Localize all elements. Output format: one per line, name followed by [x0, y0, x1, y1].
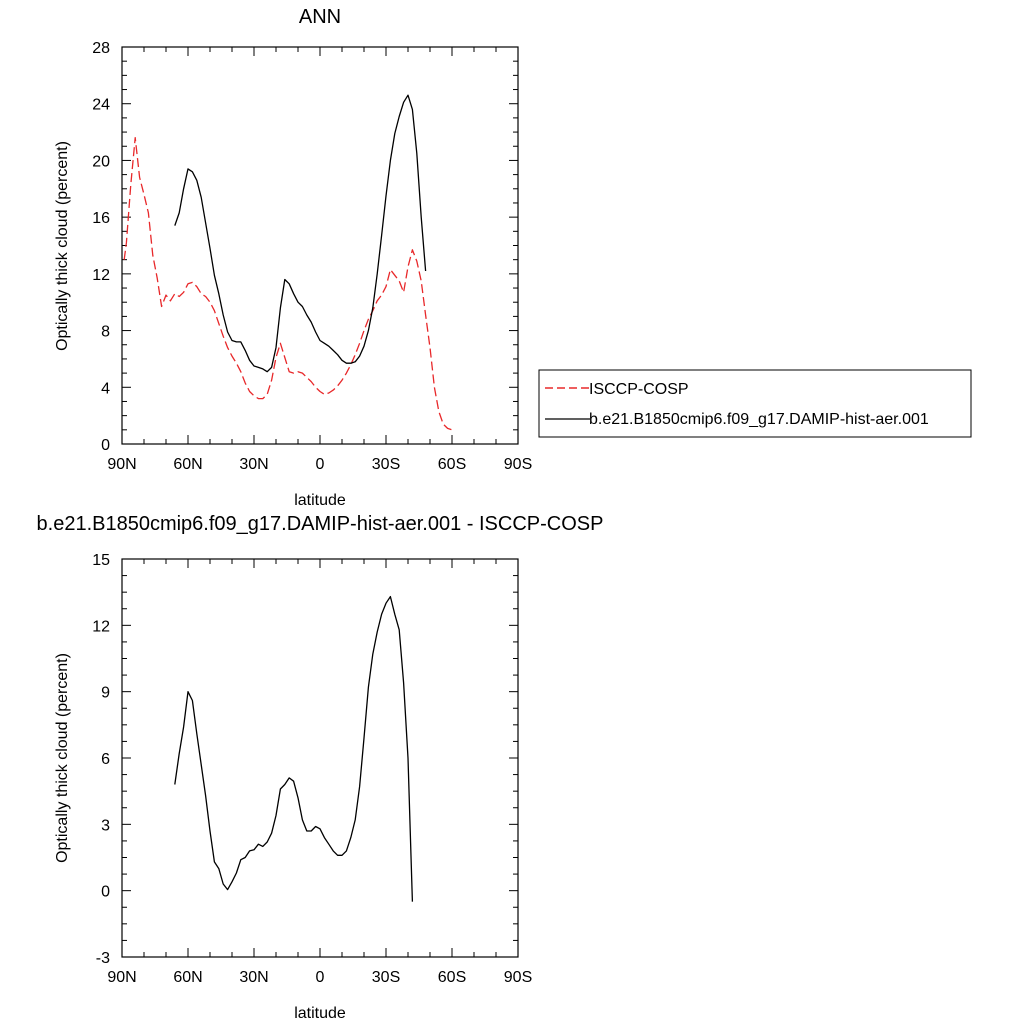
top-panel-y-tick-label: 4: [101, 380, 110, 397]
top-panel-x-tick-label: 90N: [107, 456, 136, 473]
bottom-panel-y-axis-label: Optically thick cloud (percent): [54, 653, 71, 863]
bottom-panel-x-tick-label: 60N: [173, 969, 202, 986]
legend-box: [538, 369, 972, 438]
top-panel-x-tick-label: 90S: [504, 456, 532, 473]
top-panel-x-tick-label: 30S: [372, 456, 400, 473]
bottom-panel-y-tick-label: 6: [101, 751, 110, 768]
bottom-panel-series-line-0: [174, 595, 414, 902]
legend-label-model: b.e21.B1850cmip6.f09_g17.DAMIP-hist-aer.…: [589, 411, 929, 428]
top-panel-y-tick-label: 16: [92, 210, 110, 227]
top-panel: ANN 90N 60N 30N 0 30S 60S 90S 0 4 8 12 16 20 24 28 lat…: [54, 6, 532, 509]
top-panel-y-tick-label: 12: [92, 267, 110, 284]
bottom-panel-y-tick-label: -3: [96, 950, 110, 967]
top-panel-y-axis-label: Optically thick cloud (percent): [54, 141, 71, 351]
top-panel-x-axis-label: latitude: [294, 492, 346, 509]
top-panel-y-tick-label: 24: [92, 97, 110, 114]
top-panel-series-line-0: [123, 137, 453, 431]
top-panel-x-tick-label: 60S: [438, 456, 466, 473]
top-panel-x-tick-label: 30N: [239, 456, 268, 473]
top-panel-frame: [121, 46, 519, 445]
top-panel-series-line-1: [174, 94, 427, 373]
bottom-panel-y-tick-label: 0: [101, 884, 110, 901]
bottom-panel-x-tick-label: 90N: [107, 969, 136, 986]
top-panel-y-tick-label: 8: [101, 324, 110, 341]
bottom-panel-x-axis-label: latitude: [294, 1005, 346, 1022]
bottom-panel-x-tick-label: 90S: [504, 969, 532, 986]
bottom-panel-y-tick-label: 12: [92, 618, 110, 635]
top-panel-y-tick-label: 20: [92, 153, 110, 170]
bottom-panel: b.e21.B1850cmip6.f09_g17.DAMIP-hist-aer.…: [37, 513, 604, 1022]
top-panel-title: ANN: [299, 6, 341, 28]
top-panel-x-tick-label: 60N: [173, 456, 202, 473]
bottom-panel-y-tick-label: 15: [92, 552, 110, 569]
bottom-panel-x-tick-label: 0: [316, 969, 325, 986]
top-panel-y-tick-label: 0: [101, 437, 110, 454]
bottom-panel-x-tick-label: 60S: [438, 969, 466, 986]
bottom-panel-frame: [121, 558, 519, 958]
bottom-panel-title: b.e21.B1850cmip6.f09_g17.DAMIP-hist-aer.…: [37, 513, 604, 535]
bottom-panel-y-tick-label: 3: [101, 817, 110, 834]
top-panel-legend: ISCCP-COSP b.e21.B1850cmip6.f09_g17.DAMI…: [538, 369, 972, 438]
bottom-panel-y-tick-label: 9: [101, 685, 110, 702]
top-panel-x-tick-label: 0: [316, 456, 325, 473]
legend-label-isccp-cosp: ISCCP-COSP: [589, 381, 689, 398]
top-panel-y-tick-label: 28: [92, 40, 110, 57]
bottom-panel-x-tick-label: 30N: [239, 969, 268, 986]
bottom-panel-x-tick-label: 30S: [372, 969, 400, 986]
